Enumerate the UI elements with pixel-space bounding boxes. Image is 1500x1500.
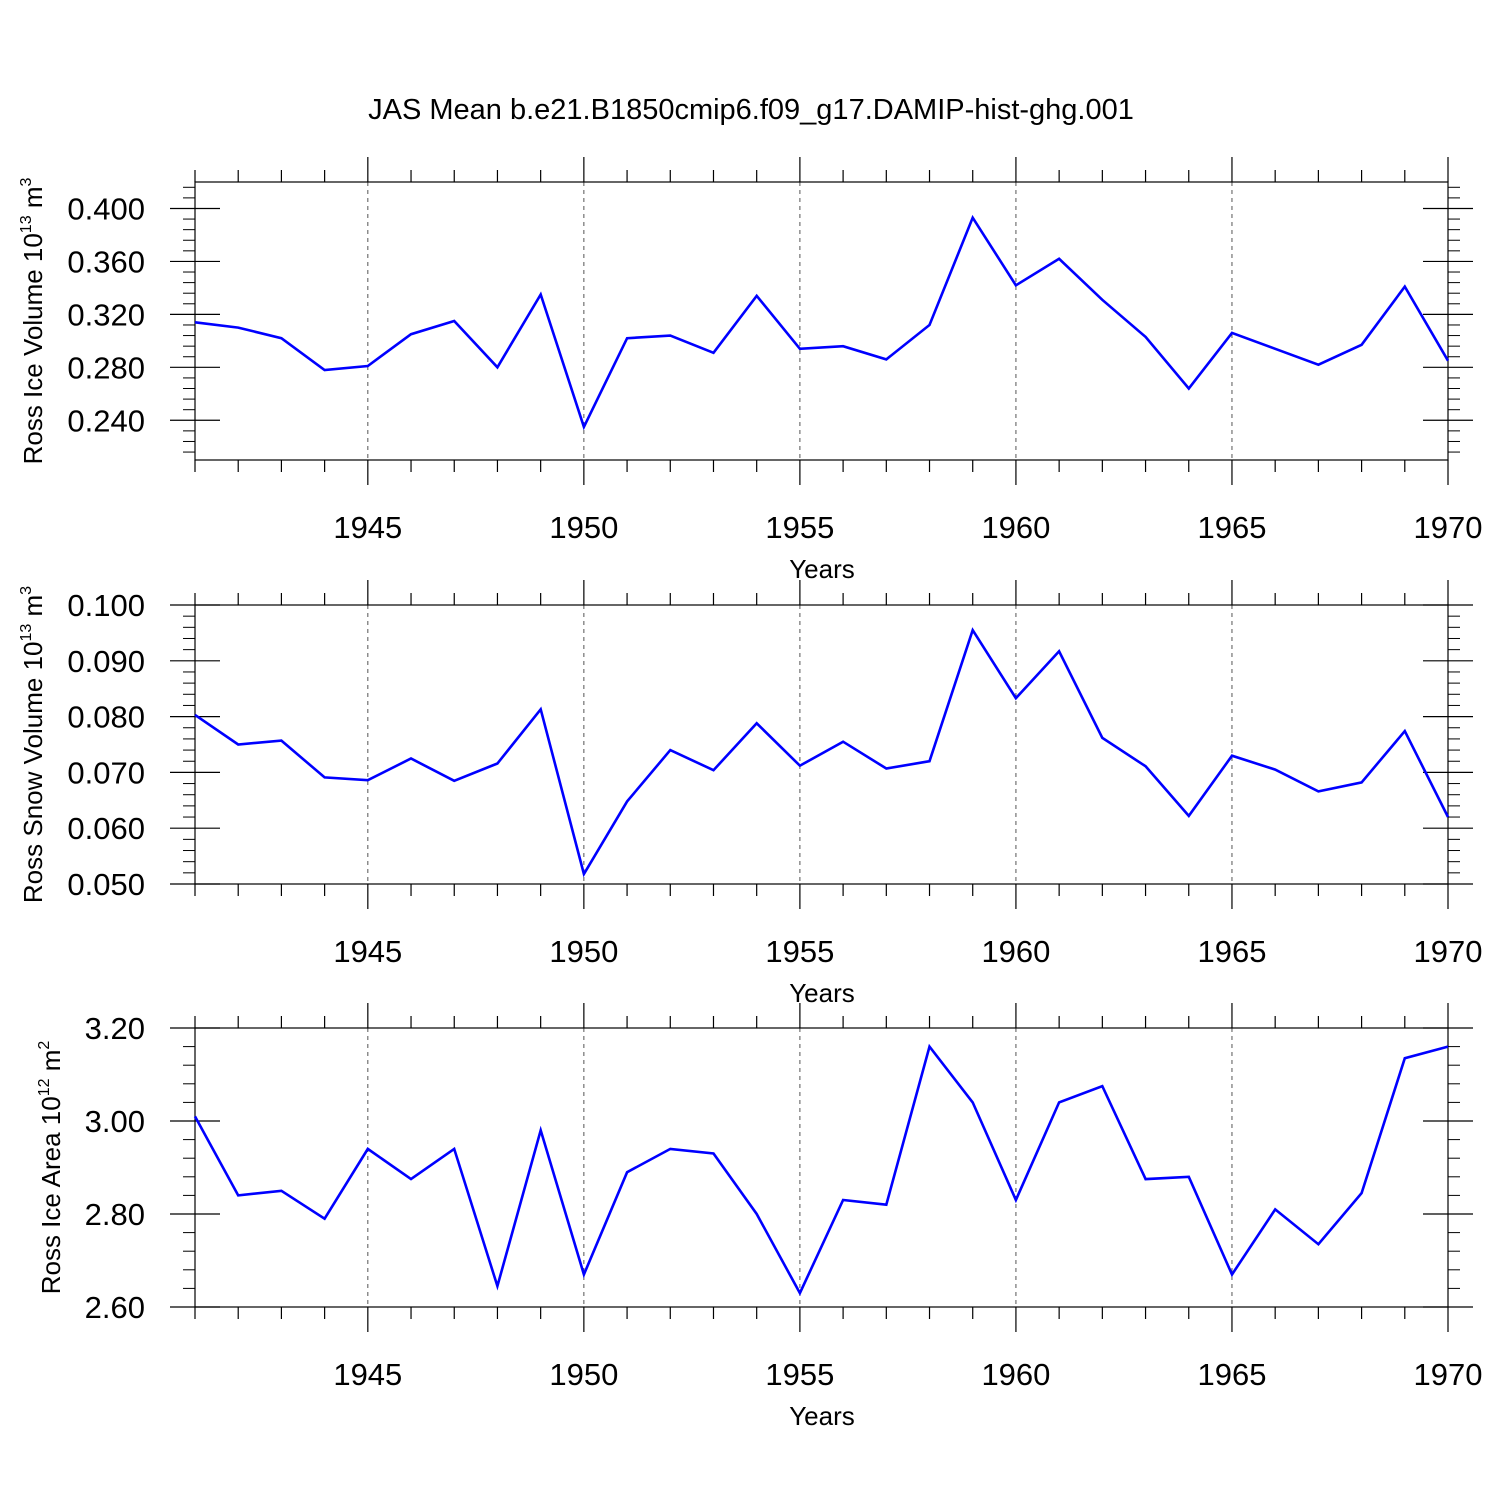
x-tick-label: 1950 <box>549 934 618 969</box>
y-tick-label: 3.20 <box>85 1011 145 1046</box>
x-tick-label: 1970 <box>1414 1357 1483 1392</box>
y-axis-label-unit: m <box>18 186 48 215</box>
plot-frame <box>194 604 1449 885</box>
y-tick-label: 0.280 <box>67 350 145 385</box>
plot-frame <box>194 181 1449 461</box>
x-tick-label: 1965 <box>1197 510 1266 545</box>
x-tick-label: 1955 <box>765 510 834 545</box>
y-tick-label: 2.60 <box>85 1290 145 1325</box>
y-tick-label: 0.090 <box>67 644 145 679</box>
x-axis-label: Years <box>789 554 855 584</box>
y-axis-label-unit-exponent: 3 <box>18 177 35 186</box>
y-axis-label-main: Ross Ice Area 10 <box>36 1096 66 1294</box>
y-axis-label-unit: m <box>36 1050 66 1079</box>
x-tick-label: 1960 <box>981 1357 1050 1392</box>
series-line <box>193 1043 1449 1296</box>
x-tick-label: 1955 <box>765 934 834 969</box>
x-tick-label: 1960 <box>981 934 1050 969</box>
x-axis-label: Years <box>789 978 855 1008</box>
y-tick-label: 0.070 <box>67 755 145 790</box>
y-axis-label: Ross Ice Area 1012 m2 <box>36 1041 66 1295</box>
chart-panel-1: 0.240 0.280 0.320 0.360 0.400 1945 1950 1955 196… <box>18 157 1482 584</box>
y-tick-label: 0.360 <box>67 244 145 279</box>
y-axis-label-unit-exponent: 3 <box>18 586 35 595</box>
x-tick-label: 1965 <box>1197 934 1266 969</box>
series-line <box>194 627 1450 878</box>
y-tick-label: 0.320 <box>67 297 145 332</box>
panels: 0.240 0.280 0.320 0.360 0.400 1945 1950 1955 196… <box>18 157 1482 1431</box>
y-tick-label: 3.00 <box>85 1104 145 1139</box>
x-tick-label: 1965 <box>1197 1357 1266 1392</box>
chart-panel-2: 0.050 0.060 0.070 0.080 0.090 0.100 1945 1950 19… <box>18 580 1482 1008</box>
y-axis-label-exponent: 13 <box>18 215 35 233</box>
y-axis-label: Ross Snow Volume 1013 m3 <box>18 586 48 903</box>
y-tick-label: 0.400 <box>67 191 145 226</box>
y-axis-label-exponent: 12 <box>36 1078 53 1096</box>
chart-panel-3: 2.60 2.80 3.00 3.20 1945 1950 1955 1960 1965 1970… <box>36 1003 1482 1431</box>
y-axis-label-main: Ross Ice Volume 10 <box>18 233 48 464</box>
y-axis-label-main: Ross Snow Volume 10 <box>18 642 48 904</box>
figure-title: JAS Mean b.e21.B1850cmip6.f09_g17.DAMIP-… <box>368 94 1134 126</box>
y-axis-label: Ross Ice Volume 1013 m3 <box>18 177 48 464</box>
x-tick-label: 1970 <box>1414 934 1483 969</box>
x-tick-label: 1960 <box>981 510 1050 545</box>
y-tick-label: 0.060 <box>67 811 145 846</box>
y-tick-label: 2.80 <box>85 1197 145 1232</box>
x-tick-label: 1970 <box>1414 510 1483 545</box>
x-tick-label: 1945 <box>333 510 402 545</box>
x-tick-label: 1945 <box>333 1357 402 1392</box>
series-line <box>194 214 1450 431</box>
y-tick-label: 0.080 <box>67 700 145 735</box>
x-tick-label: 1945 <box>333 934 402 969</box>
plot-frame <box>194 1027 1449 1308</box>
y-tick-label: 0.050 <box>67 867 145 902</box>
y-axis-label-unit-exponent: 2 <box>36 1041 53 1050</box>
y-tick-label: 0.100 <box>67 588 145 623</box>
y-axis-label-unit: m <box>18 595 48 624</box>
x-tick-label: 1950 <box>549 510 618 545</box>
x-tick-label: 1955 <box>765 1357 834 1392</box>
y-axis-label-exponent: 13 <box>18 624 35 642</box>
x-tick-label: 1950 <box>549 1357 618 1392</box>
y-tick-label: 0.240 <box>67 403 145 438</box>
x-axis-label: Years <box>789 1401 855 1431</box>
